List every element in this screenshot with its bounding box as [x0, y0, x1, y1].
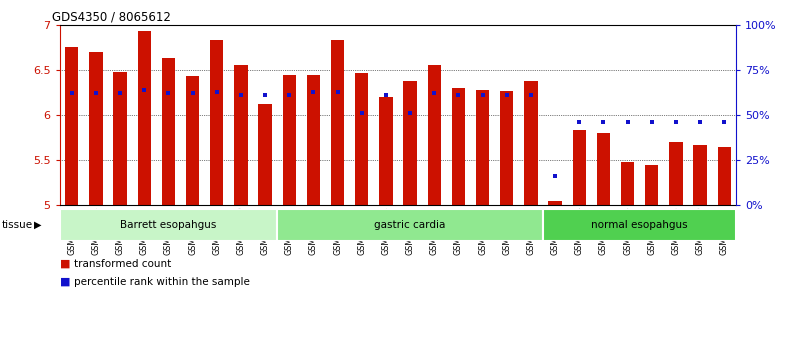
Bar	[476, 90, 490, 205]
Bar	[162, 58, 175, 205]
Bar	[306, 75, 320, 205]
Bar	[259, 104, 271, 205]
Bar	[283, 75, 296, 205]
Bar	[89, 52, 103, 205]
Text: transformed count: transformed count	[74, 259, 171, 269]
Text: ▶: ▶	[34, 220, 41, 230]
Text: tissue: tissue	[2, 220, 33, 230]
Bar	[525, 81, 537, 205]
Bar	[597, 133, 610, 205]
Text: ■: ■	[60, 277, 70, 287]
Bar	[355, 73, 369, 205]
Bar	[548, 201, 562, 205]
Bar	[452, 88, 465, 205]
Text: normal esopahgus: normal esopahgus	[591, 220, 688, 230]
Bar	[138, 31, 151, 205]
Bar	[669, 142, 682, 205]
Bar	[379, 97, 392, 205]
Text: ■: ■	[60, 259, 70, 269]
Bar	[186, 76, 199, 205]
Bar	[60, 209, 277, 241]
Text: Barrett esopahgus: Barrett esopahgus	[120, 220, 217, 230]
Bar	[210, 40, 224, 205]
Bar	[645, 165, 658, 205]
Bar	[234, 65, 248, 205]
Bar	[65, 47, 79, 205]
Bar	[572, 130, 586, 205]
Bar	[277, 209, 543, 241]
Text: gastric cardia: gastric cardia	[374, 220, 446, 230]
Bar	[717, 147, 731, 205]
Bar	[621, 162, 634, 205]
Bar	[693, 145, 707, 205]
Bar	[331, 40, 344, 205]
Bar	[500, 91, 513, 205]
Text: percentile rank within the sample: percentile rank within the sample	[74, 277, 250, 287]
Bar	[114, 72, 127, 205]
Bar	[543, 209, 736, 241]
Text: GDS4350 / 8065612: GDS4350 / 8065612	[52, 11, 170, 24]
Bar	[427, 65, 441, 205]
Bar	[404, 81, 417, 205]
